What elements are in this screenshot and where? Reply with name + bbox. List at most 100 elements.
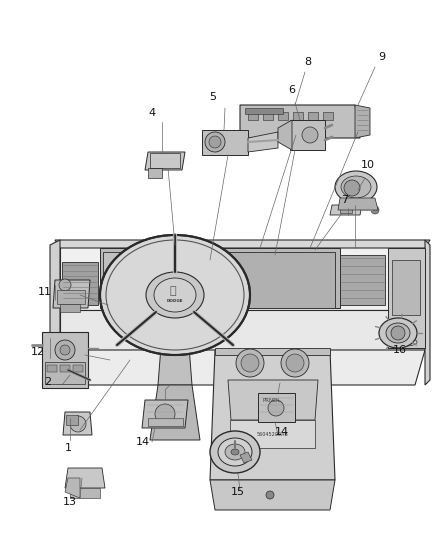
Circle shape bbox=[59, 279, 71, 291]
Text: 2: 2 bbox=[44, 377, 52, 387]
Polygon shape bbox=[240, 105, 360, 138]
Text: 16: 16 bbox=[393, 345, 407, 355]
Polygon shape bbox=[330, 205, 362, 215]
Ellipse shape bbox=[379, 318, 417, 348]
Polygon shape bbox=[50, 240, 60, 385]
Ellipse shape bbox=[210, 431, 260, 473]
Bar bbox=[245, 108, 283, 114]
Circle shape bbox=[153, 256, 197, 300]
Bar bbox=[70, 488, 100, 498]
Text: 11: 11 bbox=[38, 287, 52, 297]
Polygon shape bbox=[258, 393, 295, 422]
Polygon shape bbox=[65, 468, 105, 488]
Circle shape bbox=[268, 400, 284, 416]
Bar bbox=[392, 260, 420, 315]
Circle shape bbox=[108, 256, 152, 300]
Polygon shape bbox=[355, 105, 370, 138]
Ellipse shape bbox=[341, 176, 371, 198]
Polygon shape bbox=[248, 132, 278, 152]
Polygon shape bbox=[278, 120, 292, 150]
Text: 12: 12 bbox=[31, 347, 45, 357]
Text: 8: 8 bbox=[304, 57, 311, 67]
Ellipse shape bbox=[100, 235, 250, 355]
Bar bbox=[47, 365, 57, 372]
Bar bbox=[148, 418, 183, 426]
Polygon shape bbox=[338, 198, 378, 210]
Text: DODGE: DODGE bbox=[167, 299, 184, 303]
Circle shape bbox=[155, 404, 175, 424]
Ellipse shape bbox=[386, 323, 410, 343]
Circle shape bbox=[266, 491, 274, 499]
Bar bbox=[323, 112, 333, 120]
Polygon shape bbox=[150, 385, 200, 440]
Polygon shape bbox=[60, 365, 72, 382]
Polygon shape bbox=[65, 478, 80, 498]
Ellipse shape bbox=[335, 171, 377, 203]
Bar bbox=[57, 290, 85, 304]
Bar bbox=[308, 112, 318, 120]
Bar bbox=[45, 362, 85, 384]
Polygon shape bbox=[60, 310, 425, 350]
Text: 1: 1 bbox=[64, 443, 71, 453]
Text: 9: 9 bbox=[378, 52, 385, 62]
Polygon shape bbox=[425, 240, 430, 385]
Polygon shape bbox=[205, 252, 335, 308]
Polygon shape bbox=[388, 248, 425, 348]
Ellipse shape bbox=[225, 444, 245, 460]
Circle shape bbox=[241, 354, 259, 372]
Polygon shape bbox=[158, 295, 192, 385]
Polygon shape bbox=[240, 452, 252, 463]
Text: 6: 6 bbox=[289, 85, 296, 95]
Bar bbox=[230, 420, 315, 448]
Ellipse shape bbox=[231, 449, 239, 455]
Polygon shape bbox=[290, 120, 325, 150]
Bar bbox=[66, 415, 78, 425]
Ellipse shape bbox=[218, 438, 252, 466]
Polygon shape bbox=[148, 168, 162, 178]
Bar bbox=[340, 207, 352, 213]
Circle shape bbox=[70, 416, 86, 432]
Polygon shape bbox=[202, 130, 248, 155]
Polygon shape bbox=[210, 480, 335, 510]
Text: 13: 13 bbox=[63, 497, 77, 507]
Circle shape bbox=[344, 180, 360, 196]
Polygon shape bbox=[103, 252, 200, 305]
Text: 10: 10 bbox=[361, 160, 375, 170]
Text: 🔱: 🔱 bbox=[170, 286, 177, 296]
Bar bbox=[150, 153, 180, 168]
Polygon shape bbox=[215, 348, 330, 355]
Circle shape bbox=[286, 354, 304, 372]
Text: 15: 15 bbox=[231, 487, 245, 497]
Ellipse shape bbox=[146, 272, 204, 318]
Circle shape bbox=[236, 349, 264, 377]
Polygon shape bbox=[100, 248, 340, 308]
Polygon shape bbox=[62, 262, 98, 305]
Ellipse shape bbox=[395, 338, 417, 346]
Text: 14: 14 bbox=[136, 437, 150, 447]
Polygon shape bbox=[145, 152, 185, 170]
Circle shape bbox=[205, 132, 225, 152]
Circle shape bbox=[112, 260, 148, 296]
Circle shape bbox=[209, 136, 221, 148]
Polygon shape bbox=[55, 240, 430, 248]
Polygon shape bbox=[53, 280, 90, 308]
Ellipse shape bbox=[154, 278, 196, 312]
Bar bbox=[293, 112, 303, 120]
Bar bbox=[60, 304, 80, 312]
Circle shape bbox=[302, 127, 318, 143]
Bar bbox=[73, 365, 83, 372]
Circle shape bbox=[125, 273, 135, 283]
Bar bbox=[263, 112, 273, 120]
Circle shape bbox=[170, 273, 180, 283]
Bar bbox=[278, 112, 288, 120]
Circle shape bbox=[157, 260, 193, 296]
Polygon shape bbox=[210, 350, 335, 480]
Polygon shape bbox=[340, 255, 385, 305]
Bar bbox=[248, 112, 258, 120]
Text: 56045200AB: 56045200AB bbox=[256, 432, 288, 437]
Circle shape bbox=[391, 326, 405, 340]
Polygon shape bbox=[228, 380, 318, 420]
Bar bbox=[60, 365, 70, 372]
Circle shape bbox=[55, 340, 75, 360]
Polygon shape bbox=[42, 332, 88, 388]
